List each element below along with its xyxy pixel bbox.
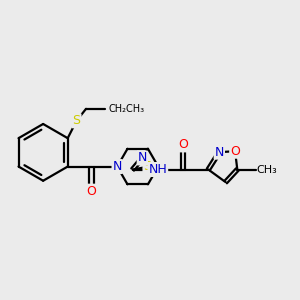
Text: CH₃: CH₃ [256, 164, 277, 175]
Text: N: N [138, 152, 147, 164]
Text: O: O [178, 138, 188, 152]
Text: O: O [86, 185, 96, 198]
Text: N: N [214, 146, 224, 159]
Text: NH: NH [148, 163, 167, 176]
Text: O: O [230, 145, 240, 158]
Text: S: S [143, 160, 152, 173]
Text: CH₂CH₃: CH₂CH₃ [108, 104, 144, 114]
Text: N: N [112, 160, 122, 173]
Text: S: S [73, 114, 80, 127]
